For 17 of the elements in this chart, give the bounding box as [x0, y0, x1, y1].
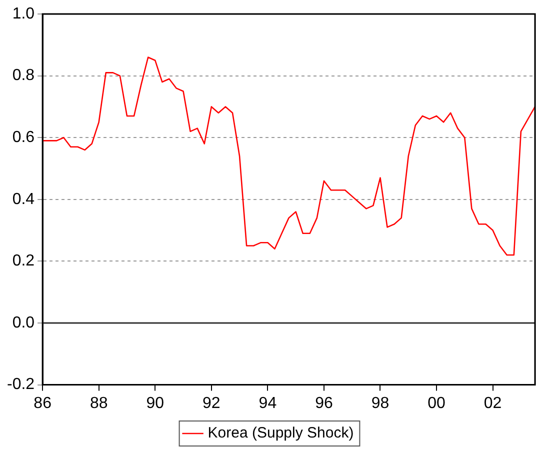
y-tick-label: 1.0: [12, 5, 35, 22]
y-tick-label: 0.6: [12, 129, 35, 146]
y-tick-label: 0.2: [12, 252, 35, 270]
x-tick-label: 00: [428, 394, 446, 412]
x-tick-label: 94: [258, 394, 277, 412]
y-tick-label: -0.2: [6, 376, 35, 394]
y-tick-label: 0.0: [12, 314, 35, 332]
x-tick-label: 02: [484, 394, 502, 412]
y-tick-label: 0.4: [12, 190, 35, 208]
x-tick-label: 86: [34, 394, 52, 412]
x-tick-label: 88: [90, 394, 108, 412]
x-tick-label: 96: [315, 394, 333, 412]
y-tick-label: 0.8: [12, 67, 35, 84]
x-tick-label: 92: [202, 394, 220, 412]
x-tick-label: 90: [146, 394, 164, 412]
x-tick-label: 98: [371, 394, 390, 412]
legend-label: Korea (Supply Shock): [208, 424, 354, 442]
